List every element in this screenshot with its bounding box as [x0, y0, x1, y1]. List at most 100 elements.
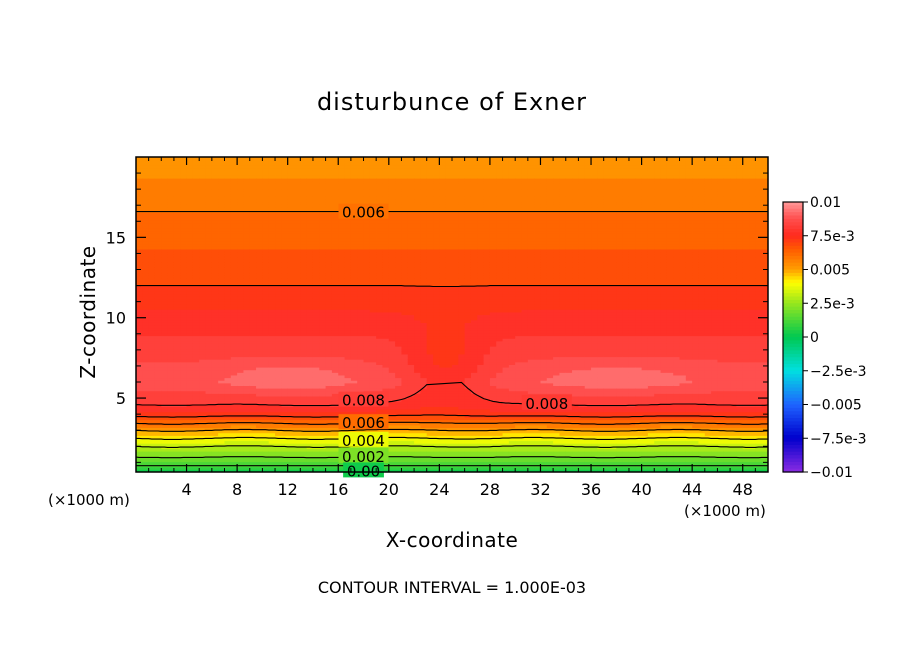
field-cell [275, 401, 282, 405]
field-cell [167, 377, 175, 381]
field-cell [211, 453, 219, 457]
field-cell [287, 304, 295, 308]
field-cell [325, 453, 333, 457]
field-cell [218, 225, 226, 229]
field-cell [243, 246, 251, 250]
field-cell [294, 220, 301, 224]
field-cell [331, 162, 339, 166]
field-cell [376, 170, 384, 174]
field-cell [154, 227, 162, 232]
field-cell [237, 437, 245, 442]
field-cell [167, 167, 175, 171]
field-cell [268, 248, 276, 253]
field-cell [300, 356, 308, 360]
field-cell [237, 440, 245, 444]
field-cell [199, 243, 207, 247]
field-cell [376, 322, 384, 326]
field-cell [136, 246, 143, 250]
field-cell [331, 409, 339, 413]
field-cell [180, 351, 188, 355]
field-cell [376, 298, 384, 302]
field-cell [154, 367, 162, 371]
field-cell [243, 380, 251, 384]
field-cell [300, 175, 308, 179]
field-cell [218, 267, 226, 271]
field-cell [249, 233, 257, 237]
field-cell [142, 380, 150, 384]
field-cell [205, 359, 213, 363]
field-cell [331, 259, 339, 263]
field-cell [382, 285, 390, 289]
field-cell [262, 382, 270, 386]
field-cell [224, 235, 232, 239]
field-cell [338, 372, 346, 376]
field-cell [167, 424, 175, 428]
field-cell [243, 269, 251, 274]
field-cell [154, 243, 162, 247]
field-cell [275, 377, 282, 381]
field-cell [388, 401, 396, 405]
field-cell [173, 361, 181, 365]
field-cell [325, 191, 333, 195]
field-cell [154, 319, 162, 323]
field-cell [199, 199, 207, 203]
field-cell [300, 427, 308, 431]
field-cell [192, 275, 200, 279]
field-cell [319, 346, 327, 350]
field-cell [275, 325, 282, 329]
field-cell [331, 411, 339, 415]
field-cell [382, 322, 390, 326]
field-cell [268, 296, 276, 300]
field-cell [281, 246, 289, 250]
field-cell [344, 304, 352, 308]
field-cell [173, 256, 181, 260]
field-cell [312, 398, 320, 402]
field-cell [136, 374, 143, 379]
field-cell [142, 424, 150, 428]
field-cell [287, 443, 295, 447]
field-cell [186, 238, 194, 242]
field-cell [382, 290, 390, 295]
field-cell [312, 419, 320, 423]
field-cell [376, 191, 384, 195]
field-cell [275, 364, 282, 368]
field-cell [243, 369, 251, 373]
field-cell [243, 222, 251, 226]
field-cell [275, 269, 282, 274]
field-cell [281, 248, 289, 253]
field-cell [300, 424, 308, 428]
field-cell [173, 422, 181, 426]
field-cell [312, 322, 320, 326]
field-cell [243, 364, 251, 368]
field-cell [369, 317, 377, 321]
field-cell [218, 298, 226, 302]
field-cell [218, 374, 226, 379]
field-cell [249, 227, 257, 232]
field-cell [294, 346, 301, 350]
field-cell [211, 185, 219, 190]
field-cell [224, 348, 232, 352]
field-cell [192, 409, 200, 413]
field-cell [167, 351, 175, 355]
field-cell [218, 212, 226, 216]
field-cell [344, 367, 352, 371]
field-cell [249, 246, 257, 250]
field-cell [325, 466, 333, 470]
field-cell [287, 309, 295, 313]
field-cell [154, 353, 162, 358]
field-cell [199, 285, 207, 289]
field-cell [376, 374, 384, 379]
field-cell [186, 427, 194, 431]
field-cell [275, 290, 282, 295]
field-cell [382, 262, 390, 266]
field-cell [363, 380, 371, 384]
field-cell [237, 204, 245, 208]
field-cell [268, 346, 276, 350]
field-cell [173, 338, 181, 342]
field-cell [287, 448, 295, 452]
field-cell [319, 193, 327, 197]
field-cell [268, 448, 276, 452]
field-cell [224, 306, 232, 310]
field-cell [148, 322, 156, 326]
field-cell [262, 309, 270, 313]
